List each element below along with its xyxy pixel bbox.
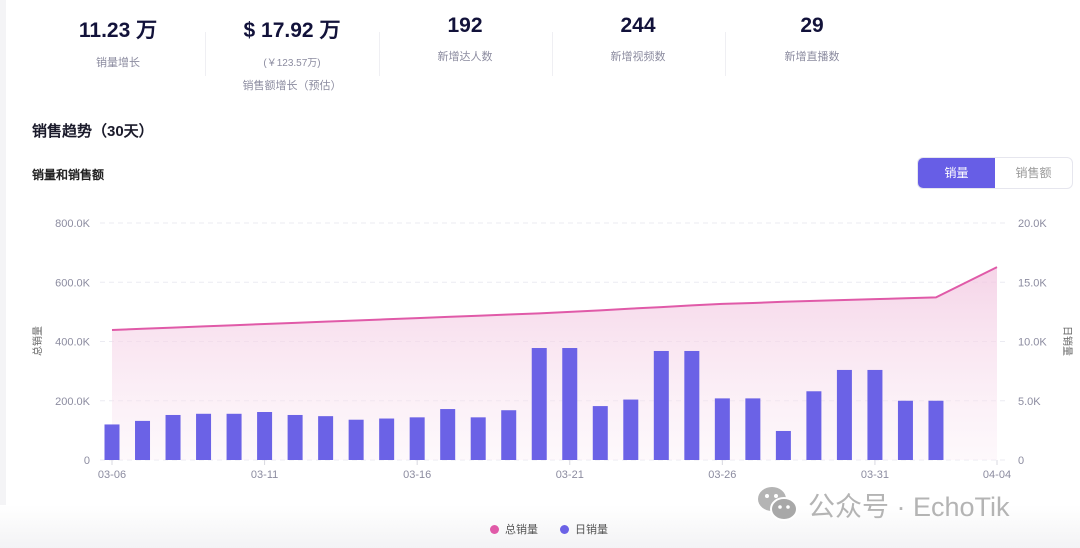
total-sales-line bbox=[111, 266, 998, 331]
toggle-sales-volume[interactable]: 销量 bbox=[918, 158, 995, 188]
daily-sales-bar bbox=[379, 418, 395, 460]
x-axis-tick: 04-04 bbox=[983, 469, 1011, 481]
left-axis-tick: 600.0K bbox=[55, 277, 91, 289]
toggle-sales-amount[interactable]: 销售额 bbox=[1015, 166, 1052, 180]
daily-sales-bar bbox=[257, 412, 273, 460]
watermark-text: 公众号 · EchoTik bbox=[808, 491, 1010, 522]
daily-sales-bar bbox=[714, 398, 730, 460]
daily-sales-bar bbox=[226, 413, 242, 460]
daily-sales-bar bbox=[165, 414, 181, 460]
right-axis-tick: 0 bbox=[1018, 455, 1024, 467]
daily-sales-bar bbox=[897, 400, 913, 460]
stat-label: 销售额增长（预估） bbox=[242, 80, 342, 92]
stat-value: 29 bbox=[800, 14, 824, 37]
daily-sales-bar bbox=[318, 416, 334, 460]
stat-new-lives: 29 新增直播数 bbox=[727, 14, 897, 64]
daily-sales-bar bbox=[135, 420, 151, 460]
stat-new-videos: 244 新增视频数 bbox=[553, 14, 723, 64]
daily-sales-bar bbox=[592, 406, 608, 460]
stat-value: 192 bbox=[447, 14, 483, 37]
right-axis-tick: 20.0K bbox=[1018, 218, 1047, 230]
stat-value: 11.23 万 bbox=[78, 19, 158, 42]
x-axis-tick: 03-21 bbox=[556, 469, 584, 481]
right-axis-label: 日销量 bbox=[1061, 326, 1074, 356]
right-axis-tick: 15.0K bbox=[1018, 277, 1047, 289]
daily-sales-bar bbox=[928, 400, 944, 460]
daily-sales-bar bbox=[440, 409, 456, 460]
stat-value: 244 bbox=[620, 14, 656, 37]
left-axis-tick: 200.0K bbox=[55, 396, 91, 408]
daily-sales-bar bbox=[684, 350, 700, 460]
daily-sales-bar bbox=[653, 350, 669, 460]
stat-label: 新增达人数 bbox=[437, 51, 493, 63]
watermark: 公众号 · EchoTik bbox=[756, 484, 1010, 524]
daily-sales-bar bbox=[501, 410, 517, 460]
divider bbox=[552, 32, 553, 76]
daily-sales-bar bbox=[836, 369, 852, 460]
daily-sales-bar bbox=[287, 414, 303, 460]
chart-subtitle: 销量和销售额 bbox=[32, 168, 105, 182]
left-edge bbox=[0, 0, 6, 548]
stat-label: 新增直播数 bbox=[784, 51, 840, 63]
wechat-icon bbox=[758, 487, 798, 521]
daily-sales-bar bbox=[623, 399, 639, 460]
legend-label: 日销量 bbox=[575, 524, 608, 536]
divider bbox=[205, 32, 206, 76]
daily-sales-bar bbox=[104, 424, 120, 460]
daily-sales-bar bbox=[470, 417, 486, 460]
daily-sales-bar bbox=[196, 413, 212, 460]
daily-sales-bar bbox=[409, 417, 425, 460]
stat-new-creators: 192 新增达人数 bbox=[380, 14, 550, 64]
legend-dot bbox=[560, 525, 569, 534]
right-axis-tick: 10.0K bbox=[1018, 337, 1047, 349]
x-axis-tick: 03-16 bbox=[403, 469, 431, 481]
x-axis-tick: 03-11 bbox=[251, 469, 278, 481]
daily-sales-bar bbox=[775, 430, 791, 460]
x-axis-tick: 03-26 bbox=[708, 469, 736, 481]
chart-legend: 总销量 日销量 bbox=[490, 521, 608, 537]
stat-sales-growth: 11.23 万 销量增长 bbox=[33, 14, 203, 70]
stat-sub-value: (￥123.57万) bbox=[263, 58, 321, 69]
section-title: 销售趋势（30天） bbox=[32, 123, 154, 140]
legend-dot bbox=[490, 525, 499, 534]
left-axis-tick: 400.0K bbox=[55, 337, 91, 349]
divider bbox=[379, 32, 380, 76]
x-axis-tick: 03-06 bbox=[98, 469, 126, 481]
legend-item-daily-sales[interactable]: 日销量 bbox=[560, 521, 608, 537]
stat-label: 新增视频数 bbox=[610, 51, 666, 63]
left-axis-tick: 0 bbox=[84, 455, 90, 467]
left-axis-label: 总销量 bbox=[31, 326, 44, 356]
daily-sales-bar bbox=[562, 348, 578, 460]
legend-label: 总销量 bbox=[505, 524, 538, 536]
stat-label: 销量增长 bbox=[96, 57, 140, 69]
right-axis-tick: 5.0K bbox=[1018, 396, 1041, 408]
daily-sales-bar bbox=[745, 398, 761, 460]
stat-value: $ 17.92 万 bbox=[243, 19, 341, 42]
daily-sales-bar bbox=[867, 369, 883, 460]
divider bbox=[725, 32, 726, 76]
total-sales-area bbox=[112, 267, 997, 460]
daily-sales-bar bbox=[806, 391, 822, 460]
metric-toggle: 销量 销售额 bbox=[917, 157, 1073, 189]
daily-sales-bar bbox=[348, 419, 364, 460]
daily-sales-bar bbox=[531, 348, 547, 460]
stat-revenue-growth: $ 17.92 万 (￥123.57万) 销售额增长（预估） bbox=[207, 14, 377, 93]
x-axis-tick: 03-31 bbox=[861, 469, 889, 481]
legend-item-total-sales[interactable]: 总销量 bbox=[490, 521, 538, 537]
left-axis-tick: 800.0K bbox=[55, 218, 91, 230]
